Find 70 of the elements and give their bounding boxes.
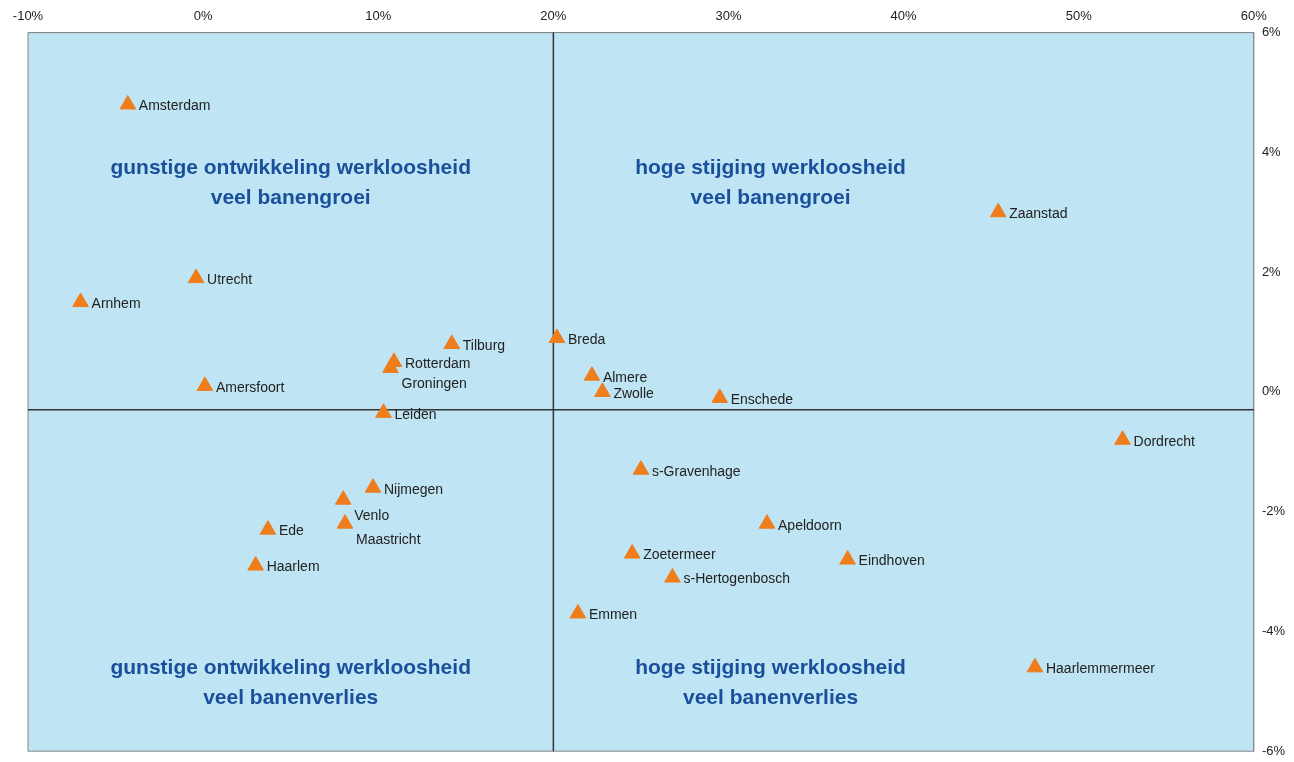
x-tick-label: 40% [890,8,918,24]
point [375,403,392,418]
series-label: Zwolle [613,384,655,401]
series-label: Venlo [354,506,390,523]
series-label: Amsterdam [138,97,211,114]
point [259,520,277,535]
y-tick-label: -4% [1261,623,1286,639]
x-tick-label: 0% [193,8,213,24]
series-label: Zaanstad [1009,205,1068,222]
point [583,366,601,381]
annotation: hoge stijging werkloosheid veel banengroei [635,155,906,209]
x-tick-label: 10% [365,8,392,24]
y-tick-label: -6% [1261,742,1286,758]
x-tick-label: 50% [1065,8,1093,24]
x-tick-label: 20% [540,8,567,24]
series-label: Haarlemmermeer [1045,660,1156,677]
y-tick-label: 0% [1261,383,1282,399]
point [839,550,856,565]
point [187,268,205,284]
point [385,352,403,367]
series-label: Amersfoort [215,378,285,395]
point [664,568,681,583]
x-tick-label: -10% [12,8,44,24]
point [623,544,641,559]
point [1114,430,1131,445]
series-label: Ede [278,522,305,539]
series-label: Almere [602,368,648,385]
y-tick-label: 2% [1261,263,1282,279]
annotation: hoge stijging werkloosheid veel banenverlies [635,654,906,708]
point [989,202,1007,218]
series-label: Tilburg [462,336,506,353]
point [569,603,587,619]
point [196,376,214,391]
point [758,514,776,529]
point [443,334,461,349]
point [72,292,89,308]
x-tick-label: 60% [1240,8,1268,24]
series-label: Leiden [394,405,437,422]
series-label: s-Hertogenbosch [683,570,791,587]
series-label: Apeldoorn [778,516,842,533]
y-tick-label: 6% [1261,24,1282,40]
series-label: Utrecht [207,270,253,287]
annotation: gunstige ontwikkeling werkloosheid veel banenverlies [110,654,471,708]
x-tick-label: 30% [715,8,742,24]
point [711,388,729,403]
point [334,490,352,505]
series-label: Nijmegen [384,480,444,497]
point [247,556,264,571]
point [632,460,650,475]
annotation: gunstige ontwikkeling werkloosheid veel banengroei [110,155,471,209]
series-label: Groningen [401,374,467,391]
series-label: Rotterdam [405,354,471,371]
series-label: Haarlem [266,558,320,575]
point [119,94,137,110]
y-tick-label: -2% [1261,503,1286,519]
point [548,328,566,344]
series-label: s-Gravenhage [651,462,741,479]
series-label: Eindhoven [858,552,925,569]
series-label: Enschede [730,390,794,407]
series-label: Breda [567,330,606,347]
series-label: Emmen [588,606,638,623]
point [364,478,382,493]
series-label: Maastricht [355,530,421,547]
point [1026,657,1044,673]
series-label: Zoetermeer [643,546,716,563]
y-tick-label: 4% [1261,143,1282,159]
series-label: Dordrecht [1133,432,1196,449]
point [594,382,611,397]
point [336,514,354,529]
series-label: Arnhem [91,294,141,311]
